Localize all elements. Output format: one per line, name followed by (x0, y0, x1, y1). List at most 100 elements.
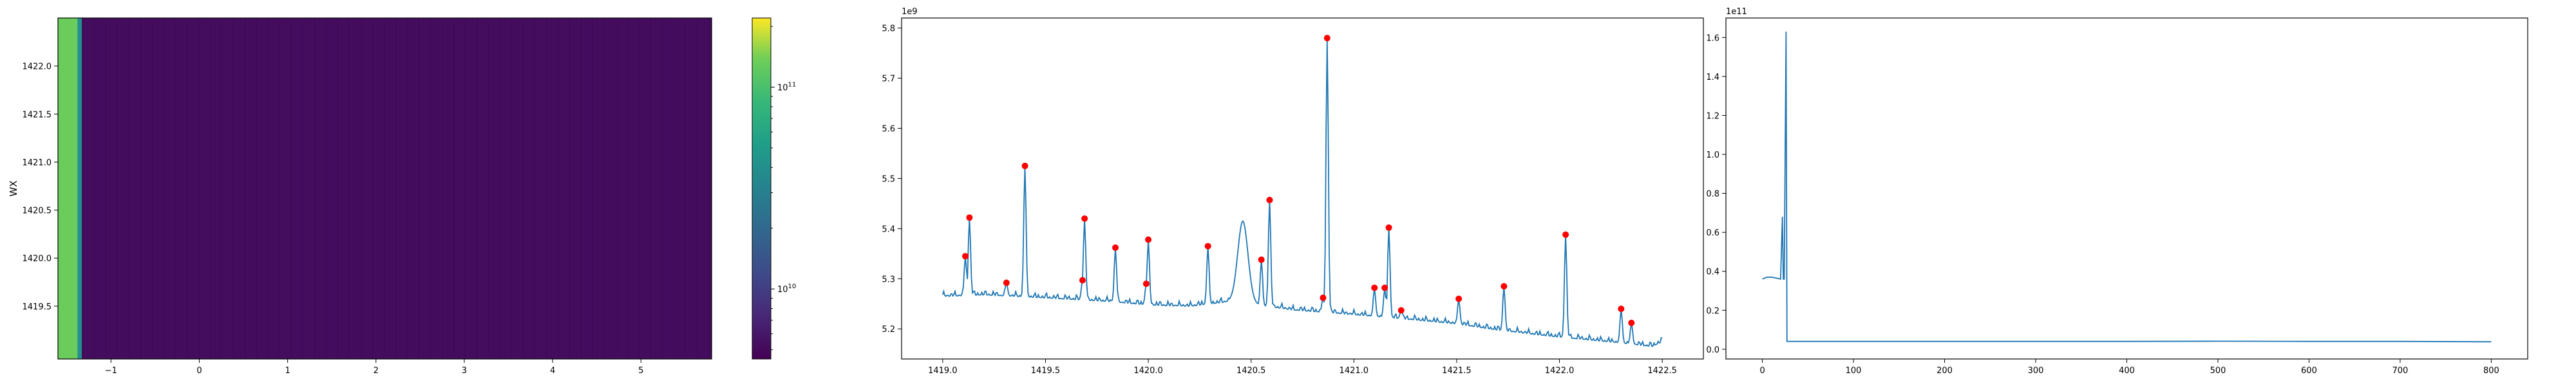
heatmap-stripe (576, 18, 579, 359)
peak-marker (1385, 224, 1392, 231)
heatmap-stripe (101, 18, 104, 359)
peaks-x-tick-label: 1421.0 (1340, 366, 1369, 376)
series-y-tick-label: 1.6 (1706, 33, 1719, 43)
heatmap-stripe (356, 18, 359, 359)
heatmap-stripe (561, 18, 564, 359)
peaks-frame (901, 17, 1704, 360)
series-y-tick-label: 0.4 (1706, 268, 1719, 277)
heatmap-stripe (414, 18, 417, 359)
heatmap-stripe (565, 18, 567, 359)
heatmap-stripe (696, 18, 699, 359)
heatmap-stripe (669, 18, 672, 359)
peak-marker (1145, 236, 1152, 243)
series-frame (1725, 17, 2528, 360)
colorbar-tick-label: 1010 (777, 283, 796, 295)
heatmap-stripe (97, 18, 100, 359)
heatmap-stripe (410, 18, 413, 359)
heatmap-y-tick-label: 1419.5 (23, 302, 52, 312)
peak-marker (1266, 196, 1273, 203)
heatmap-stripe (468, 18, 471, 359)
heatmap-stripe (453, 18, 455, 359)
heatmap-stripe (677, 18, 679, 359)
heatmap-stripe (82, 18, 84, 359)
heatmap-stripe (140, 18, 142, 359)
heatmap-stripe (518, 18, 521, 359)
peaks-y-tick-label: 5.3 (882, 275, 895, 284)
heatmap-stripe (317, 18, 320, 359)
heatmap-cell-column (82, 18, 712, 359)
heatmap-stripe (325, 18, 328, 359)
heatmap-stripe (654, 18, 656, 359)
heatmap-stripe (472, 18, 475, 359)
heatmap-stripe (646, 18, 649, 359)
heatmap-x-tick-label: −1 (105, 366, 117, 376)
peaks-y-tick-label: 5.7 (882, 75, 895, 84)
heatmap-stripe (364, 18, 366, 359)
heatmap-stripe (348, 18, 351, 359)
series-y-tick-label: 0.0 (1706, 345, 1719, 355)
series-x-tick-label: 600 (2301, 366, 2317, 376)
heatmap-stripe (159, 18, 162, 359)
colorbar-gradient (752, 17, 772, 360)
heatmap-stripe (329, 18, 332, 359)
heatmap-stripe (368, 18, 370, 359)
heatmap-stripe (476, 18, 478, 359)
heatmap-stripe (147, 18, 150, 359)
series-y-tick-label: 1.4 (1706, 73, 1719, 82)
heatmap-stripe (109, 18, 111, 359)
heatmap-stripe (391, 18, 393, 359)
peaks-y-tick-label: 5.8 (882, 24, 895, 34)
heatmap-stripe (198, 18, 200, 359)
heatmap-stripe (630, 18, 633, 359)
peak-marker (1081, 215, 1088, 222)
peak-marker (1628, 319, 1635, 326)
heatmap-stripe (569, 18, 571, 359)
heatmap-stripe (488, 18, 490, 359)
heatmap-stripe (615, 18, 618, 359)
heatmap-stripe (232, 18, 235, 359)
heatmap-stripe (642, 18, 645, 359)
heatmap-stripe (584, 18, 587, 359)
heatmap-stripe (182, 18, 185, 359)
heatmap-stripe (256, 18, 258, 359)
heatmap-stripe (708, 18, 710, 359)
heatmap-stripe (105, 18, 108, 359)
heatmap-stripe (248, 18, 251, 359)
heatmap-stripe (530, 18, 533, 359)
heatmap-stripe (437, 18, 440, 359)
heatmap-x-tick-label: 0 (196, 366, 202, 376)
heatmap-stripe (387, 18, 390, 359)
heatmap-stripe (341, 18, 343, 359)
heatmap-y-tick-label: 1421.0 (23, 158, 52, 168)
heatmap-y-tick-label: 1422.0 (23, 62, 52, 72)
heatmap-stripe (661, 18, 664, 359)
heatmap-stripe (681, 18, 683, 359)
peak-marker (1021, 162, 1028, 169)
heatmap-stripe (688, 18, 691, 359)
heatmap-stripe (314, 18, 316, 359)
heatmap-stripe (445, 18, 448, 359)
heatmap-stripe (499, 18, 502, 359)
heatmap-stripe (549, 18, 552, 359)
heatmap-stripe (217, 18, 220, 359)
heatmap-stripe (267, 18, 270, 359)
peak-marker (1079, 277, 1086, 284)
heatmap-stripe (573, 18, 575, 359)
peak-marker (1204, 243, 1211, 250)
heatmap-stripe (229, 18, 231, 359)
heatmap-y-tick-label: 1421.5 (23, 110, 52, 120)
heatmap-stripe (302, 18, 305, 359)
peak-marker (1258, 256, 1265, 263)
heatmap-stripe (673, 18, 676, 359)
heatmap-stripe (383, 18, 386, 359)
heatmap-stripe (545, 18, 548, 359)
heatmap-stripe (333, 18, 336, 359)
heatmap-stripe (240, 18, 243, 359)
peaks-y-offset-label: 1e9 (902, 7, 918, 17)
heatmap-stripe (495, 18, 498, 359)
heatmap-stripe (205, 18, 208, 359)
heatmap-stripe (93, 18, 96, 359)
heatmap-cell-column (58, 18, 78, 359)
peaks-x-tick-label: 1420.5 (1236, 366, 1266, 376)
